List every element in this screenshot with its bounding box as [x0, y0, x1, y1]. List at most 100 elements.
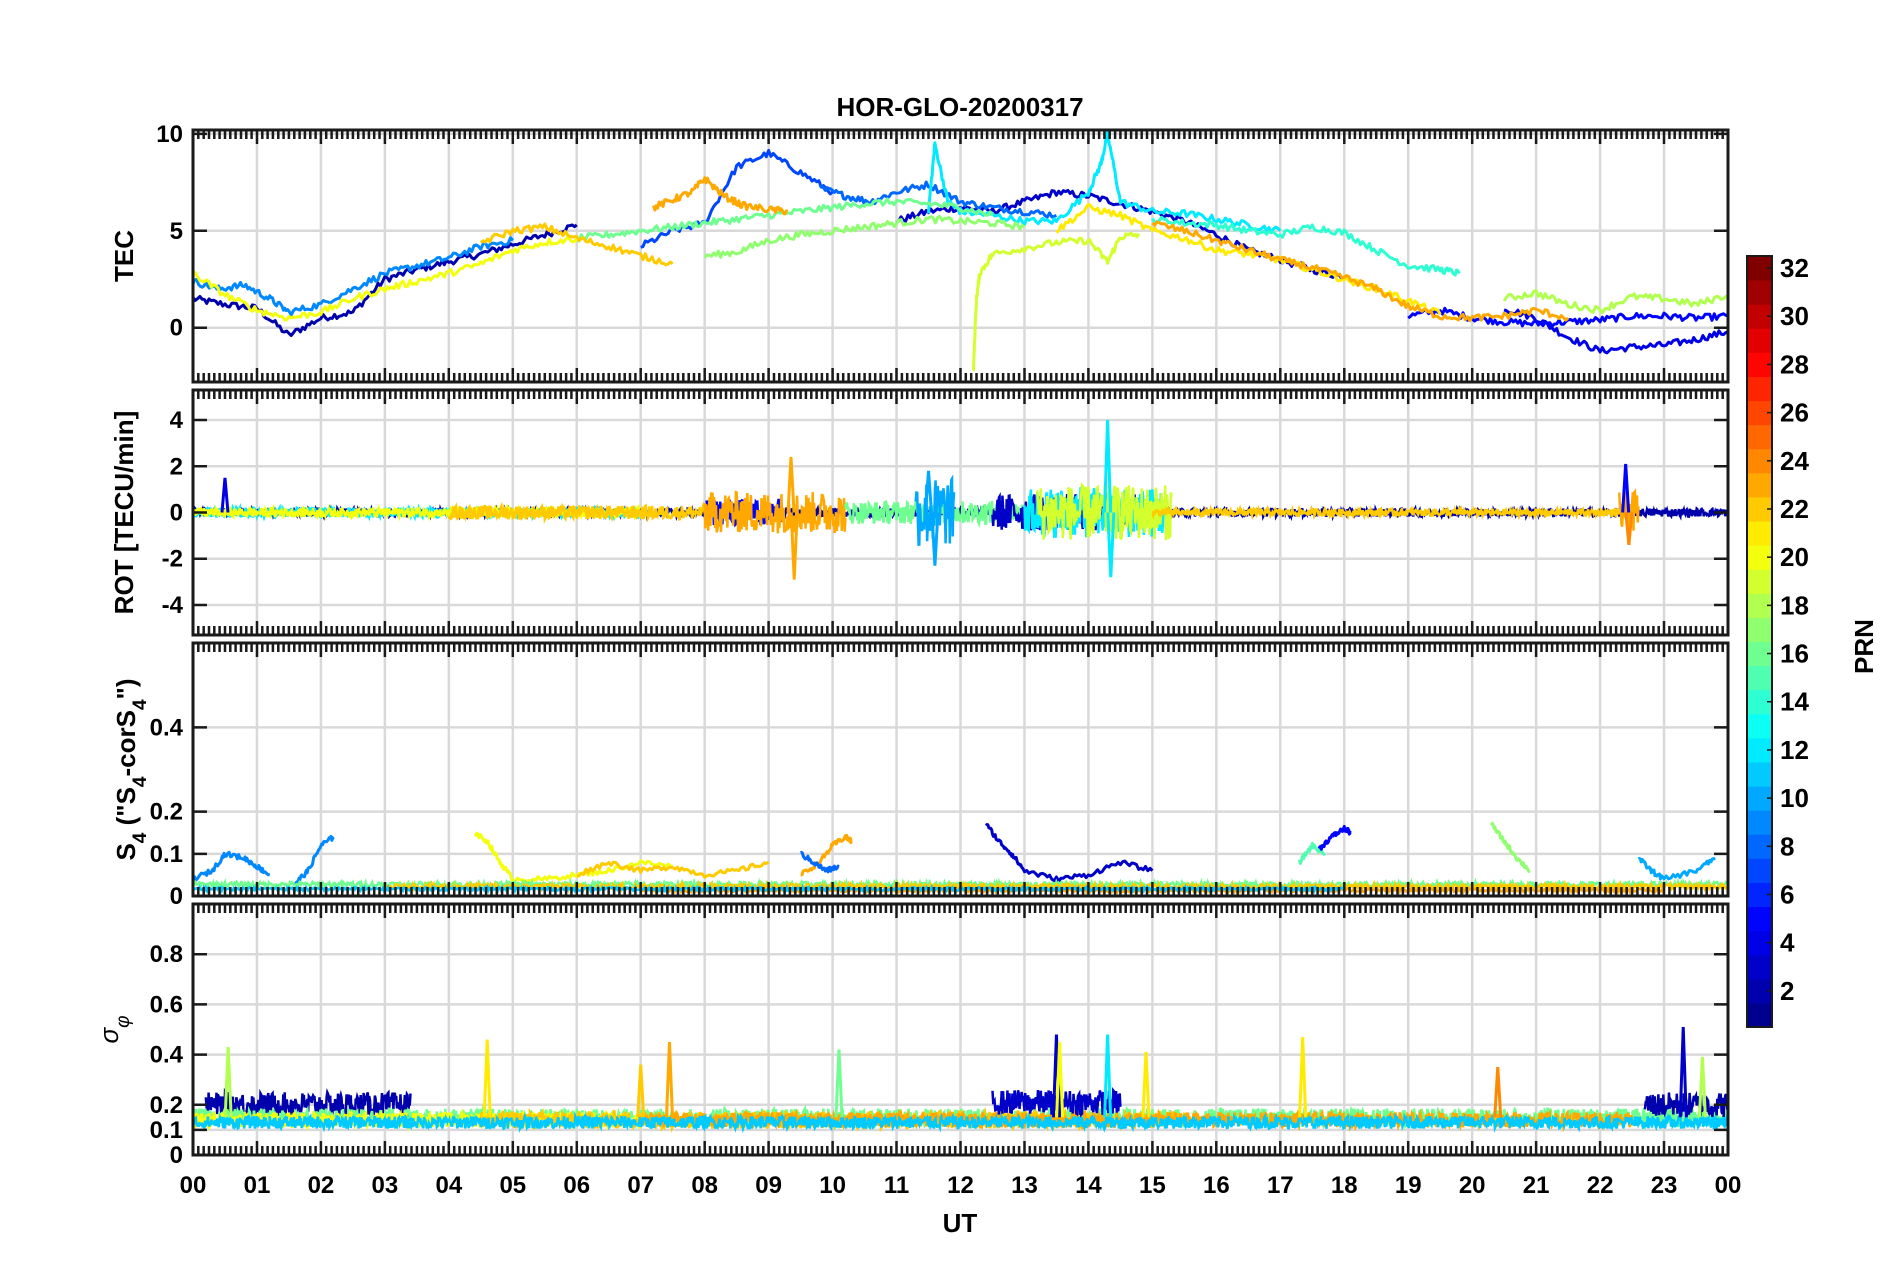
axes-tec	[191, 128, 1730, 384]
chart-title: HOR-GLO-20200317	[836, 92, 1083, 122]
y-axis-label-part: -corS	[111, 710, 141, 776]
y-tick-label: 0.6	[150, 991, 183, 1018]
trace-prn-8	[818, 180, 1058, 219]
colorbar-cell	[1747, 280, 1772, 305]
trace-prn-17	[1490, 821, 1531, 873]
axes-sigma	[191, 902, 1730, 1157]
y-axis-label-part: S	[111, 843, 141, 860]
trace-prn-19	[971, 231, 1140, 372]
colorbar-cell	[1747, 1002, 1772, 1028]
spike-prn-18	[223, 1047, 233, 1118]
x-tick-label: 18	[1331, 1172, 1358, 1199]
x-tick-label: 19	[1395, 1172, 1422, 1199]
x-tick-label: 09	[755, 1172, 782, 1199]
colorbar-tick-label: 30	[1780, 301, 1809, 331]
spike-prn-24	[1624, 512, 1634, 545]
colorbar-tick-label: 6	[1780, 879, 1794, 909]
x-tick-label: 02	[308, 1172, 335, 1199]
spike-prn-3	[1678, 1026, 1688, 1118]
y-axis-label-part: 4	[130, 776, 151, 787]
x-tick-label: 13	[1011, 1172, 1038, 1199]
colorbar-tick-label: 28	[1780, 349, 1809, 379]
spike-prn-23	[786, 456, 796, 513]
y-ticks	[193, 418, 1728, 607]
traces-rot	[191, 419, 1730, 580]
spike-prn-16	[834, 1049, 844, 1118]
trace-prn-12	[927, 129, 1282, 234]
colorbar-tick-label: 26	[1780, 398, 1809, 428]
trace-prn-17	[703, 215, 1026, 259]
frames	[191, 128, 1730, 1157]
traces-tec	[191, 129, 1729, 372]
y-ticks	[193, 726, 1728, 898]
colorbar-tick-label: 2	[1780, 976, 1794, 1006]
x-tick-label: 11	[884, 1172, 909, 1199]
y-axis-label-part: φ	[113, 1015, 134, 1027]
y-tick-label: 0	[170, 500, 183, 527]
trace-prn-21	[1055, 202, 1442, 315]
colorbar-tick-label: 8	[1780, 831, 1794, 861]
colorbar-cell	[1747, 761, 1772, 787]
colorbar-cell	[1747, 617, 1772, 642]
y-tick-label: 0	[170, 883, 183, 910]
colorbar-cell	[1747, 954, 1772, 980]
y-tick-label: 0.4	[150, 714, 184, 741]
spike-prn-20	[1055, 1041, 1065, 1118]
spike-prn-5	[1621, 463, 1631, 513]
y-tick-label: 0.8	[150, 941, 183, 968]
x-tick-label: 00	[180, 1172, 207, 1199]
spike-prn-18	[1697, 1057, 1707, 1118]
colorbar-cell	[1747, 376, 1772, 402]
y-tick-label: 0.2	[150, 799, 183, 826]
trace-prn-23	[1151, 220, 1570, 323]
colorbar-tick-label: 10	[1780, 783, 1809, 813]
trace-prn-10	[1637, 856, 1717, 881]
x-tick-label: 20	[1459, 1172, 1486, 1199]
y-tick-label: 0.4	[150, 1042, 184, 1069]
trace-prn-22	[479, 222, 674, 267]
x-axis-label: UT	[943, 1208, 978, 1238]
x-tick-label: 22	[1587, 1172, 1614, 1199]
colorbar-tick-label: 32	[1780, 253, 1809, 283]
colorbar-cell	[1747, 569, 1772, 594]
y-axis-label-part: 4	[130, 832, 151, 843]
spike-prn-21	[482, 1039, 492, 1118]
trace-prn-23	[652, 176, 789, 216]
y-ticks	[193, 132, 1728, 329]
y-tick-label: -2	[162, 546, 183, 573]
x-tick-label: 07	[627, 1172, 654, 1199]
axes-rot	[191, 388, 1730, 637]
y-axis-label-rot: ROT [TECU/min]	[109, 411, 139, 615]
trace-prn-14	[1151, 215, 1461, 277]
y-axis-label-part: ("S	[111, 787, 141, 833]
trace-prn-8	[800, 850, 840, 874]
spike-prn-10	[924, 470, 934, 513]
x-tick-label: 10	[819, 1172, 846, 1199]
colorbar-cell	[1747, 521, 1772, 546]
trace-prn-3	[984, 823, 1154, 883]
colorbar-label: PRN	[1849, 619, 1879, 674]
traces-sigma	[191, 1026, 1730, 1134]
spike-prn-24	[1493, 1067, 1503, 1118]
spike-prn-21	[1141, 1052, 1151, 1118]
grid-s4	[193, 643, 1728, 898]
colorbar-cell	[1747, 906, 1772, 932]
colorbar-tick-label: 24	[1780, 446, 1809, 476]
axes-s4	[191, 641, 1730, 898]
colorbar-tick-label: 22	[1780, 494, 1809, 524]
x-tick-label: 00	[1715, 1172, 1742, 1199]
spike-prn-10	[930, 512, 940, 566]
y-tick-label: 5	[170, 218, 183, 245]
x-tick-label: 16	[1203, 1172, 1230, 1199]
x-tick-label: 12	[947, 1172, 974, 1199]
y-tick-label: 4	[170, 407, 184, 434]
x-tick-label: 21	[1523, 1172, 1550, 1199]
spike-prn-23	[789, 512, 799, 580]
spike-prn-12	[1103, 419, 1113, 513]
spike-prn-23	[664, 1041, 674, 1118]
x-tick-label: 15	[1139, 1172, 1166, 1199]
x-ticks	[191, 904, 1730, 1155]
